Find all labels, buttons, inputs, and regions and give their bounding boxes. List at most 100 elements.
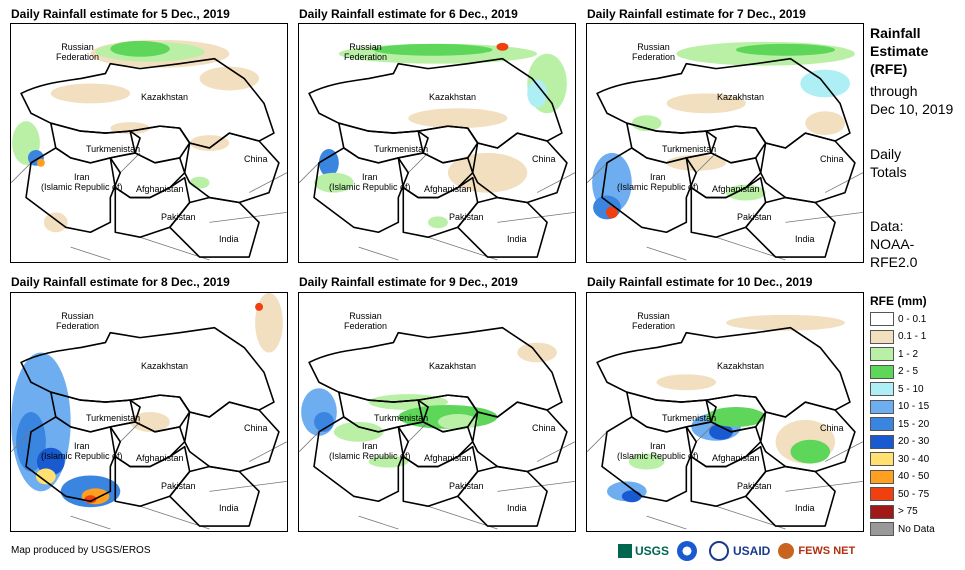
legend-label: 2 - 5 [898, 366, 919, 377]
country-label-pakistan: Pakistan [161, 481, 196, 491]
legend-swatch [870, 399, 894, 414]
rainfall-area [725, 184, 766, 201]
country-label-iran: Iran (Islamic Republic of) [617, 441, 699, 461]
country-label-iran: Iran (Islamic Republic of) [617, 172, 699, 192]
legend-swatch [870, 452, 894, 466]
country-label-india: India [219, 234, 239, 244]
map-graphic [587, 41, 863, 261]
country-label-kazakhstan: Kazakhstan [717, 92, 765, 102]
country-border [313, 147, 410, 234]
legend-swatch [870, 312, 894, 326]
legend-swatch [870, 382, 894, 396]
country-label-pakistan: Pakistan [737, 481, 772, 491]
neighbor-border [587, 421, 863, 530]
country-label-turkmenistan: Turkmenistan [662, 144, 717, 154]
rainfall-area [706, 407, 766, 427]
country-label-afghanistan: Afghanistan [712, 184, 760, 194]
country-label-russia: Russian Federation [632, 311, 676, 331]
legend-label: 30 - 40 [898, 453, 930, 465]
legend-label: 15 - 20 [898, 418, 930, 430]
country-border [183, 401, 280, 473]
country-border [402, 445, 479, 508]
country-label-pakistan: Pakistan [737, 212, 772, 222]
legend-label: 5 - 10 [898, 383, 924, 395]
country-border [690, 176, 767, 239]
rainfall-area [189, 176, 210, 189]
country-label-iran: Iran (Islamic Republic of) [329, 441, 411, 461]
legend-label: 10 - 15 [898, 401, 930, 412]
country-label-india: India [507, 234, 527, 244]
rainfall-area [318, 148, 339, 177]
country-label-turkmenistan: Turkmenistan [374, 144, 429, 154]
country-label-afghanistan: Afghanistan [424, 184, 472, 194]
map-credit: Map produced by USGS/EROS [11, 545, 151, 556]
country-border [745, 465, 836, 527]
rainfall-area [35, 468, 56, 485]
legend-label: 40 - 50 [898, 471, 930, 482]
rainfall-map-3: Russian Federation Kazakhstan Turkmenistan… [586, 23, 864, 263]
rainfall-area [373, 43, 493, 56]
country-label-turkmenistan: Turkmenistan [86, 413, 141, 423]
panel-title-5: Daily Rainfall estimate for 9 Dec., 2019 [299, 275, 518, 289]
rainfall-area [735, 43, 836, 56]
country-label-pakistan: Pakistan [449, 212, 484, 222]
rainfall-area [709, 423, 733, 440]
neighbor-border [587, 152, 863, 261]
legend-swatch [870, 329, 894, 344]
rainfall-area [130, 412, 170, 432]
country-border [169, 196, 260, 258]
legend-item: 40 - 50 [870, 469, 929, 485]
legend-item: 1 - 2 [870, 346, 918, 362]
legend-item: 10 - 15 [870, 399, 929, 415]
country-label-pakistan: Pakistan [161, 212, 196, 222]
country-border [471, 401, 568, 473]
country-label-china: China [532, 154, 556, 164]
rainfall-area [255, 293, 283, 353]
rainfall-area [81, 488, 110, 505]
rainfall-area [255, 302, 264, 311]
panel-title-3: Daily Rainfall estimate for 7 Dec., 2019 [587, 7, 806, 21]
rainfall-area [790, 439, 831, 464]
country-label-kazakhstan: Kazakhstan [429, 361, 477, 371]
rainfall-area [36, 158, 45, 167]
rainfall-area [189, 135, 230, 151]
country-label-afghanistan: Afghanistan [712, 453, 760, 463]
rainfall-area [447, 152, 528, 193]
logo-bar: USGS USAID FEWS NET [618, 538, 863, 564]
neighbor-border [299, 421, 575, 530]
country-label-iran: Iran (Islamic Republic of) [329, 172, 411, 192]
rainfall-area [408, 108, 508, 129]
country-label-china: China [244, 423, 268, 433]
country-label-russia: Russian Federation [56, 42, 100, 62]
country-label-russia: Russian Federation [632, 42, 676, 62]
map-graphic [587, 314, 863, 530]
legend-item: 5 - 10 [870, 381, 924, 397]
country-label-pakistan: Pakistan [449, 481, 484, 491]
legend-swatch [870, 434, 894, 449]
legend-item: No Data [870, 521, 935, 537]
rainfall-area [805, 111, 845, 136]
legend-label: 1 - 2 [898, 348, 919, 360]
rainfall-area [496, 42, 509, 51]
legend-item: 15 - 20 [870, 416, 929, 432]
map-graphic [11, 293, 287, 530]
legend-label: 0 - 0.1 [898, 313, 927, 325]
country-label-iran: Iran (Islamic Republic of) [41, 172, 123, 192]
legend-item: 30 - 40 [870, 451, 929, 467]
panel-title-2: Daily Rainfall estimate for 6 Dec., 2019 [299, 7, 518, 21]
country-border [313, 416, 410, 503]
country-border [338, 122, 429, 164]
legend-item: 0 - 0.1 [870, 311, 926, 327]
rainfall-area [725, 314, 845, 331]
legend-item: 50 - 75 [870, 486, 929, 502]
legend-item: 20 - 30 [870, 434, 929, 450]
country-border [457, 196, 548, 258]
legend-label: 20 - 30 [898, 436, 930, 447]
country-label-india: India [507, 503, 527, 513]
rainfall-area [43, 212, 68, 233]
legend-swatch [870, 364, 894, 379]
country-label-kazakhstan: Kazakhstan [717, 361, 765, 371]
country-border [601, 416, 698, 503]
sidebar-data-source: Data: NOAA- RFE2.0 [870, 218, 918, 270]
country-border [169, 465, 260, 527]
